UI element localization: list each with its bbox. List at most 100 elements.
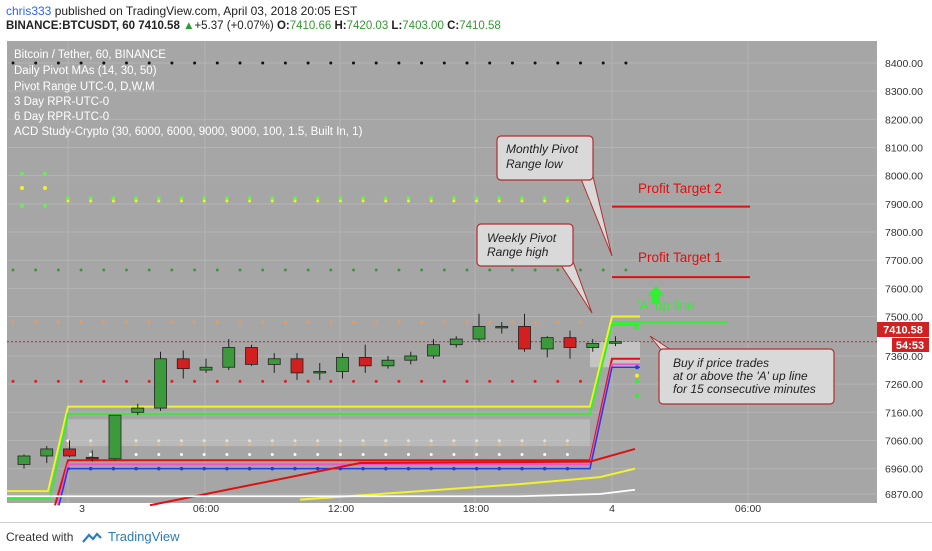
legend-line[interactable]: ACD Study-Crypto (30, 6000, 6000, 9000, … [14,126,363,138]
pivot-dot [261,268,265,272]
callout-text: Range low [506,157,564,171]
pivot-dot [261,379,265,383]
pivot-dot [316,199,320,203]
pivot-dot [420,379,424,383]
last-price-badge [877,322,929,337]
y-tick-label: 6960.00 [885,464,923,476]
candle-body [154,358,167,409]
pivot-dot [465,268,469,272]
price-change: +5.37 (+0.07%) [194,20,274,32]
last-price: 7410.58 [138,20,180,32]
pivot-dot [270,196,275,201]
pivot-dot [352,320,355,324]
pivot-dot [11,320,15,324]
profit-target-1-label: Profit Target 1 [638,250,722,265]
candle-body [176,358,190,370]
legend-line[interactable]: 6 Day RPR-UTC-0 [14,111,109,123]
pivot-dot [635,393,639,398]
pivot-dot [465,379,469,383]
username-link[interactable]: chris333 [6,4,52,18]
pivot-dot [384,199,388,203]
candle-body [131,407,145,413]
pivot-dot [452,199,456,203]
open-label: O: [276,20,290,32]
candle-body [267,358,281,365]
candle-body [17,455,31,465]
legend-line[interactable]: Daily Pivot MAs (14, 30, 50) [14,65,157,77]
pivot-dot [215,379,219,383]
x-tick-label: 12:00 [328,503,354,515]
y-tick-label: 7260.00 [885,379,923,391]
pivot-dot [579,268,582,272]
pivot-dot [193,268,197,272]
candle-body [540,337,554,350]
pivot-dot [407,199,410,203]
tradingview-link[interactable]: TradingView [108,529,180,544]
pivot-dot [11,379,15,383]
pivot-dot [442,61,446,65]
chart-area[interactable]: 6870.00 6960.00 7060.00 7160.00 7260.00 7360.… [0,38,932,524]
up-arrow-icon: ▲ [183,20,195,32]
price-chart[interactable]: 6870.00 6960.00 7060.00 7160.00 7260.00 7360.… [0,38,932,524]
pivot-dot [202,196,207,201]
pivot-dot [306,268,310,272]
y-tick-label: 8400.00 [885,58,923,70]
symbol-label: BINANCE:BTCUSDT, 60 [6,20,136,32]
pivot-dot [88,196,93,201]
pivot-dot [147,320,151,324]
pivot-dot [248,453,252,457]
pivot-dot [102,61,106,65]
pivot-dot [193,320,197,324]
pivot-dot [157,199,161,203]
candle-body [199,366,213,371]
pivot-dot [34,268,38,272]
pivot-dot [125,61,128,65]
pivot-dot [193,61,197,65]
legend-line[interactable]: Bitcoin / Tether, 60, BINANCE [14,49,166,61]
pivot-dot [125,379,128,383]
pivot-dot [215,61,219,65]
pivot-dot [225,199,229,203]
pivot-dot [533,320,537,324]
callout-buy: Buy if price trades at or above the 'A' … [649,335,835,405]
ohlc-line: BINANCE:BTCUSDT, 60 7410.58 ▲+5.37 (+0.0… [6,20,501,32]
pivot-dot [520,199,524,203]
pivot-dot [179,196,184,201]
pivot-dot [374,379,378,383]
pivot-dot [147,61,151,65]
price-axis[interactable] [877,41,932,503]
candle-body [518,325,531,350]
pivot-dot [452,453,456,457]
pivot-dot [352,268,355,272]
pivot-dot [488,61,492,65]
pivot-dot [465,320,469,324]
pivot-dot [215,320,219,324]
legend-line[interactable]: 3 Day RPR-UTC-0 [14,96,109,108]
pivot-dot [442,320,446,324]
y-tick-label: 7900.00 [885,199,923,211]
moving-average-line [7,488,636,498]
low-label: L: [391,20,403,32]
legend-line[interactable]: Pivot Range UTC-0, D,W,M [14,81,155,93]
pivot-dot [170,320,174,324]
pivot-dot [442,268,446,272]
tradingview-logo-icon [82,532,102,543]
y-tick-label: 8200.00 [885,114,923,126]
pivot-dot [329,379,333,383]
pivot-dot [79,320,83,324]
pivot-dot [157,453,161,457]
pivot-range-line [7,323,640,500]
pivot-dot [510,320,514,324]
pivot-dot [361,199,365,203]
pivot-dot [451,196,456,201]
candle-body [472,325,486,340]
pivot-dot [283,61,287,65]
pivot-dot [475,199,479,203]
x-tick-label: 18:00 [463,503,489,515]
pivot-dot [579,320,582,324]
pivot-dot [429,199,433,203]
pivot-dot [624,61,628,65]
pivot-dot [20,172,24,176]
pivot-dot [474,196,479,201]
pivot-dot [247,196,252,201]
